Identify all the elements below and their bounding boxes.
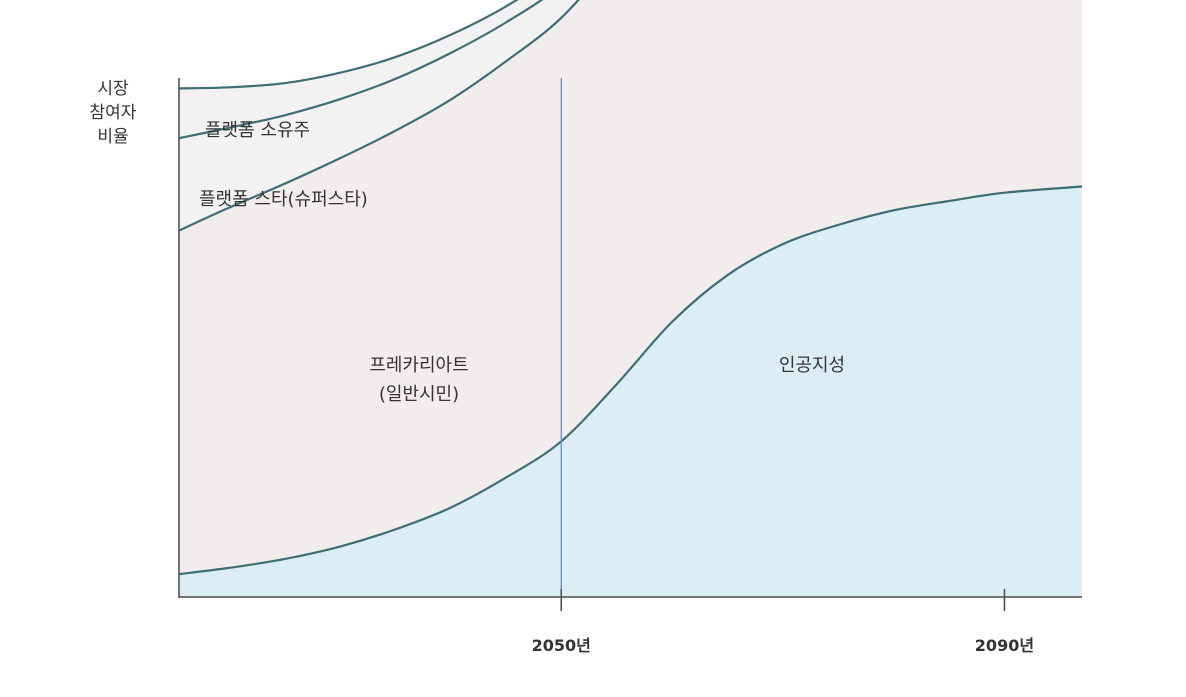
y-axis-title-line: 비율 [97, 127, 128, 147]
area-superstar [179, 0, 579, 231]
x-tick-label-2050: 2050년 [532, 636, 591, 655]
region-label-ai: 인공지성 [779, 355, 845, 376]
area-ai [179, 186, 1082, 597]
area-owner [179, 0, 542, 139]
x-tick-label-2090: 2090년 [975, 636, 1034, 655]
region-label-owner: 플랫폼 소유주 [205, 120, 310, 141]
y-axis-title-line: 참여자 [90, 103, 137, 123]
boundary-line-precariat [178, 0, 580, 232]
area-precariat [179, 0, 1082, 575]
boundary-line-ai [178, 185, 1083, 576]
region-label-precariat: (일반시민) [379, 384, 459, 405]
region-label-superstar: 플랫폼 스타(슈퍼스타) [199, 189, 368, 210]
y-axis-title-line: 시장 [97, 79, 129, 99]
boundary-line-owner [178, 0, 519, 90]
boundary-line-superstar [178, 0, 544, 140]
region-label-precariat: 프레카리아트 [369, 355, 468, 376]
